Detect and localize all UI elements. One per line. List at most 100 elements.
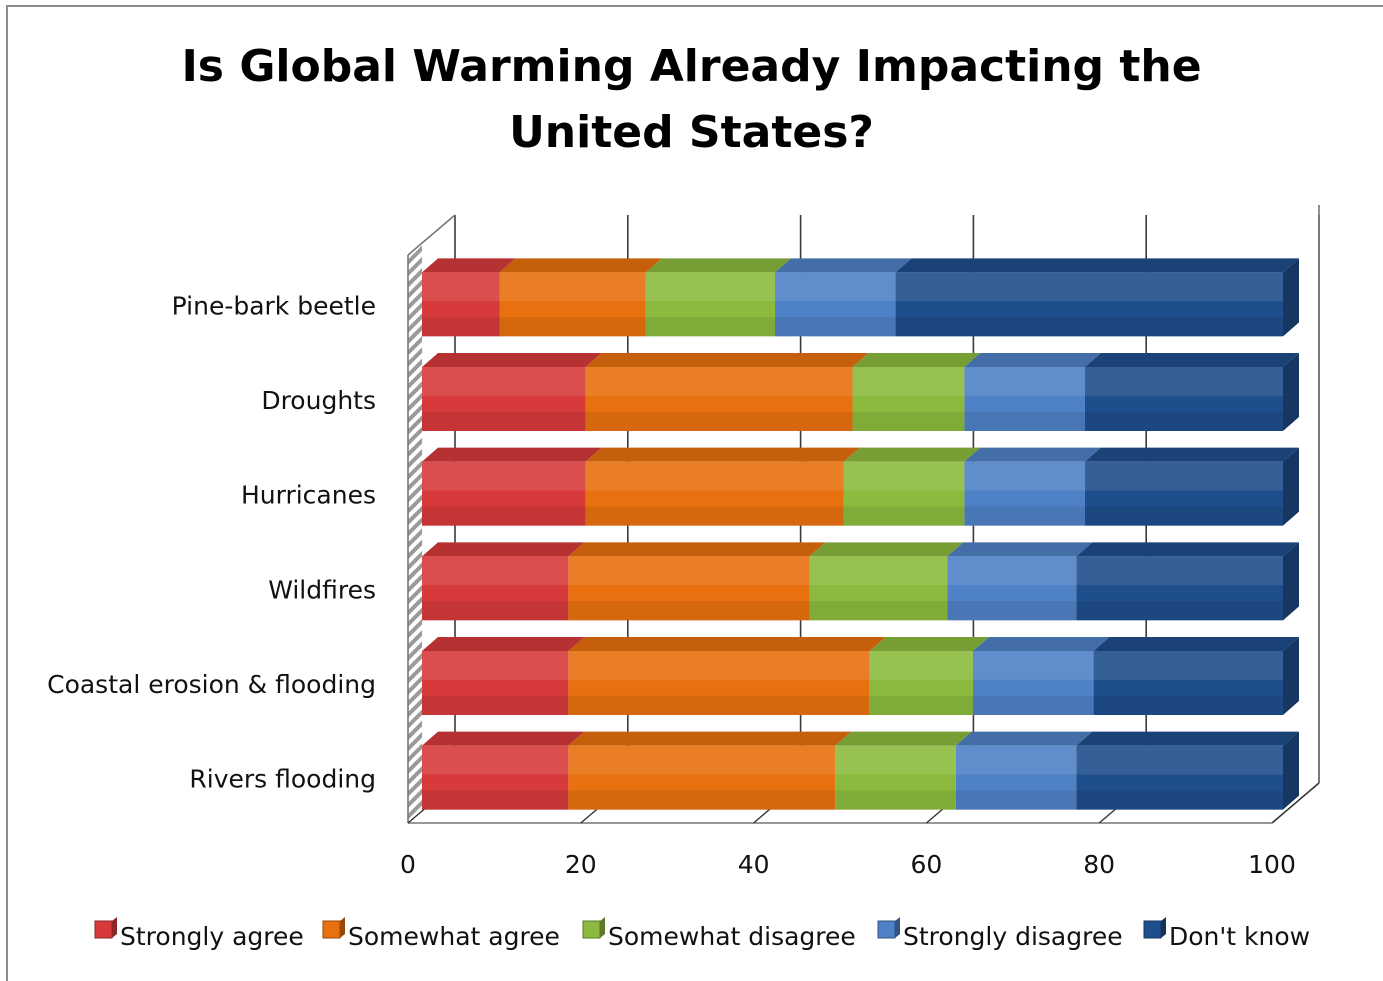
bar-segment bbox=[947, 556, 1077, 621]
bar-top-4 bbox=[1084, 447, 1299, 462]
x-tick-label: 100 bbox=[1248, 850, 1296, 879]
bar-highlight bbox=[895, 272, 1283, 302]
legend-swatch bbox=[1143, 920, 1162, 939]
bar-shadow bbox=[1076, 790, 1283, 810]
bar-segment bbox=[1084, 461, 1283, 526]
bar-end bbox=[1283, 542, 1299, 621]
bar-top-4 bbox=[895, 258, 1299, 273]
bar-highlight bbox=[422, 556, 569, 586]
bar-segment bbox=[422, 745, 569, 810]
legend-swatch-side bbox=[1161, 917, 1166, 938]
bar-highlight bbox=[964, 367, 1085, 396]
bar-highlight bbox=[422, 272, 500, 302]
bar-shadow bbox=[835, 790, 956, 810]
bar-shadow bbox=[422, 506, 586, 526]
bar-segment bbox=[499, 272, 646, 337]
bar-segment bbox=[568, 745, 836, 810]
x-tick-label: 20 bbox=[565, 850, 597, 879]
bar-segment bbox=[973, 651, 1094, 715]
chart-title: Is Global Warming Already Impacting the … bbox=[0, 34, 1383, 166]
bar-shadow bbox=[422, 411, 586, 431]
bar-segment bbox=[843, 461, 965, 526]
bar-top-0 bbox=[422, 542, 585, 557]
legend-swatch bbox=[322, 920, 341, 939]
bar-shadow bbox=[1084, 506, 1283, 526]
bar-top-1 bbox=[585, 353, 869, 367]
bar-top-1 bbox=[568, 637, 886, 651]
bar-shadow bbox=[947, 601, 1077, 621]
bar-segment bbox=[1076, 745, 1283, 810]
legend-label: Somewhat disagree bbox=[608, 922, 856, 951]
bar-shadow bbox=[568, 695, 870, 715]
bar-top-2 bbox=[843, 447, 981, 462]
bar-segment bbox=[775, 272, 896, 337]
bar-highlight bbox=[1084, 367, 1283, 396]
bar-top-1 bbox=[568, 731, 852, 746]
bar-shadow bbox=[585, 411, 853, 431]
bar-top-4 bbox=[1093, 637, 1299, 651]
bar-segment bbox=[1076, 556, 1283, 621]
bar-end bbox=[1283, 731, 1299, 810]
bar-shadow bbox=[809, 601, 948, 621]
bar-shadow bbox=[499, 317, 646, 337]
bar-highlight bbox=[1076, 745, 1283, 775]
bar-highlight bbox=[499, 272, 646, 302]
bar-top-0 bbox=[422, 731, 585, 746]
bar-segment bbox=[422, 651, 569, 715]
x-tick-label: 0 bbox=[400, 850, 416, 879]
bar-segment bbox=[568, 651, 870, 715]
bar-top-1 bbox=[585, 447, 860, 462]
bar-shadow bbox=[964, 506, 1085, 526]
bar-top-2 bbox=[809, 542, 964, 557]
bar-segment bbox=[835, 745, 956, 810]
bar-segment bbox=[964, 461, 1085, 526]
bar-highlight bbox=[852, 367, 965, 396]
bar-shadow bbox=[869, 695, 974, 715]
category-label: Rivers flooding bbox=[189, 765, 376, 794]
chart-title-line-2: United States? bbox=[509, 107, 874, 158]
bar-top-4 bbox=[1076, 731, 1299, 746]
category-label: Hurricanes bbox=[241, 481, 376, 510]
floor-gridline bbox=[1271, 782, 1320, 824]
legend-label: Strongly disagree bbox=[903, 922, 1123, 951]
bar-shadow bbox=[852, 411, 965, 431]
bar-top-2 bbox=[645, 258, 792, 273]
bar-shadow bbox=[895, 317, 1283, 337]
bar-shadow bbox=[422, 601, 569, 621]
bar-shadow bbox=[1084, 411, 1283, 431]
bar-top-0 bbox=[422, 637, 585, 651]
bar-highlight bbox=[955, 745, 1077, 775]
bar-segment bbox=[809, 556, 948, 621]
bar-top-4 bbox=[1084, 353, 1299, 367]
bar-highlight bbox=[585, 461, 844, 491]
bar-highlight bbox=[775, 272, 896, 302]
side-wall bbox=[408, 243, 423, 823]
bar-segment bbox=[869, 651, 974, 715]
bar-highlight bbox=[568, 651, 870, 680]
bar-top-1 bbox=[568, 542, 826, 557]
bar-segment bbox=[645, 272, 776, 337]
bar-top-3 bbox=[955, 731, 1093, 746]
bar-segment bbox=[585, 461, 844, 526]
bar-shadow bbox=[973, 695, 1094, 715]
bar-top-2 bbox=[852, 353, 981, 367]
bar-segment bbox=[895, 272, 1283, 337]
bar-highlight bbox=[422, 461, 586, 491]
axis-edge bbox=[407, 214, 456, 256]
bar-shadow bbox=[568, 790, 836, 810]
bar-top-3 bbox=[964, 353, 1101, 367]
bar-shadow bbox=[645, 317, 776, 337]
bar-highlight bbox=[568, 556, 810, 586]
bar-shadow bbox=[843, 506, 965, 526]
bar-highlight bbox=[568, 745, 836, 775]
bar-top-4 bbox=[1076, 542, 1299, 557]
bar-segment bbox=[852, 367, 965, 431]
bar-top-0 bbox=[422, 353, 602, 367]
legend-label: Somewhat agree bbox=[348, 922, 560, 951]
bar-shadow bbox=[422, 790, 569, 810]
bar-segment bbox=[422, 556, 569, 621]
legend-swatch bbox=[877, 920, 896, 939]
chart-title-line-1: Is Global Warming Already Impacting the bbox=[181, 41, 1202, 92]
bar-highlight bbox=[422, 367, 586, 396]
